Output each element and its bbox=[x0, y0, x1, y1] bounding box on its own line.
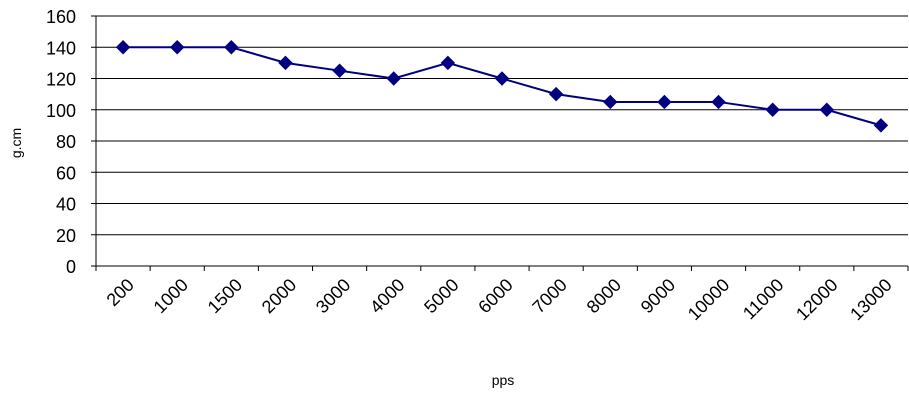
x-tick-label: 4000 bbox=[366, 275, 408, 317]
data-point-marker bbox=[711, 94, 726, 110]
data-point-marker bbox=[548, 86, 564, 102]
x-tick-label: 6000 bbox=[474, 275, 516, 317]
data-point-marker bbox=[440, 55, 456, 71]
data-point-marker bbox=[657, 94, 672, 110]
data-point-marker bbox=[603, 94, 618, 110]
x-axis-ticks: 200 1000 1500 2000 3000 4000 5000 6000 7000 8000 9… bbox=[95, 266, 909, 325]
y-tick-label: 120 bbox=[46, 70, 76, 90]
x-tick-label: 1500 bbox=[204, 275, 246, 317]
x-tick-label: 1000 bbox=[150, 275, 192, 317]
y-tick-label: 140 bbox=[46, 38, 76, 58]
y-tick-label: 100 bbox=[46, 101, 76, 121]
series-line bbox=[123, 46, 882, 127]
x-tick-label: 9000 bbox=[637, 275, 679, 317]
data-point-marker bbox=[224, 40, 239, 55]
data-point-marker bbox=[765, 102, 780, 117]
y-tick-label: 40 bbox=[56, 195, 76, 215]
y-tick-label: 160 bbox=[46, 7, 76, 27]
x-tick-label: 5000 bbox=[420, 275, 462, 317]
x-tick-label: 2000 bbox=[258, 275, 300, 317]
y-tick-label: 80 bbox=[56, 132, 76, 152]
data-point-marker bbox=[115, 40, 131, 55]
data-point-marker bbox=[278, 55, 293, 71]
data-point-marker bbox=[332, 63, 347, 78]
x-tick-label: 200 bbox=[103, 275, 138, 310]
y-axis-ticks: 0 20 40 60 80 100 120 140 160 bbox=[46, 7, 96, 277]
data-point-marker bbox=[494, 71, 510, 86]
x-tick-label: 10000 bbox=[684, 275, 734, 325]
x-tick-label: 11000 bbox=[739, 275, 788, 324]
data-series bbox=[115, 40, 889, 133]
x-tick-label: 13000 bbox=[846, 275, 896, 325]
x-tick-label: 3000 bbox=[312, 275, 354, 317]
data-point-marker bbox=[819, 102, 835, 117]
x-tick-label: 8000 bbox=[583, 275, 625, 317]
y-axis-title: g.cm bbox=[8, 128, 24, 158]
data-point-marker bbox=[169, 40, 185, 55]
x-tick-label: 7000 bbox=[529, 275, 571, 317]
y-tick-label: 60 bbox=[56, 163, 76, 183]
data-point-marker bbox=[386, 71, 401, 86]
x-tick-label: 12000 bbox=[792, 275, 842, 325]
x-axis-title: pps bbox=[492, 372, 515, 388]
y-tick-label: 0 bbox=[66, 257, 76, 277]
gridlines bbox=[96, 15, 908, 236]
data-point-marker bbox=[873, 118, 889, 133]
y-tick-label: 20 bbox=[56, 226, 76, 246]
